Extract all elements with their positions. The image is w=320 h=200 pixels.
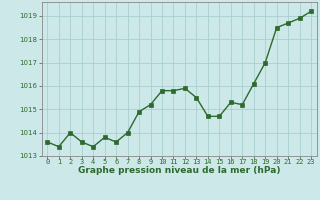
X-axis label: Graphe pression niveau de la mer (hPa): Graphe pression niveau de la mer (hPa) xyxy=(78,166,280,175)
